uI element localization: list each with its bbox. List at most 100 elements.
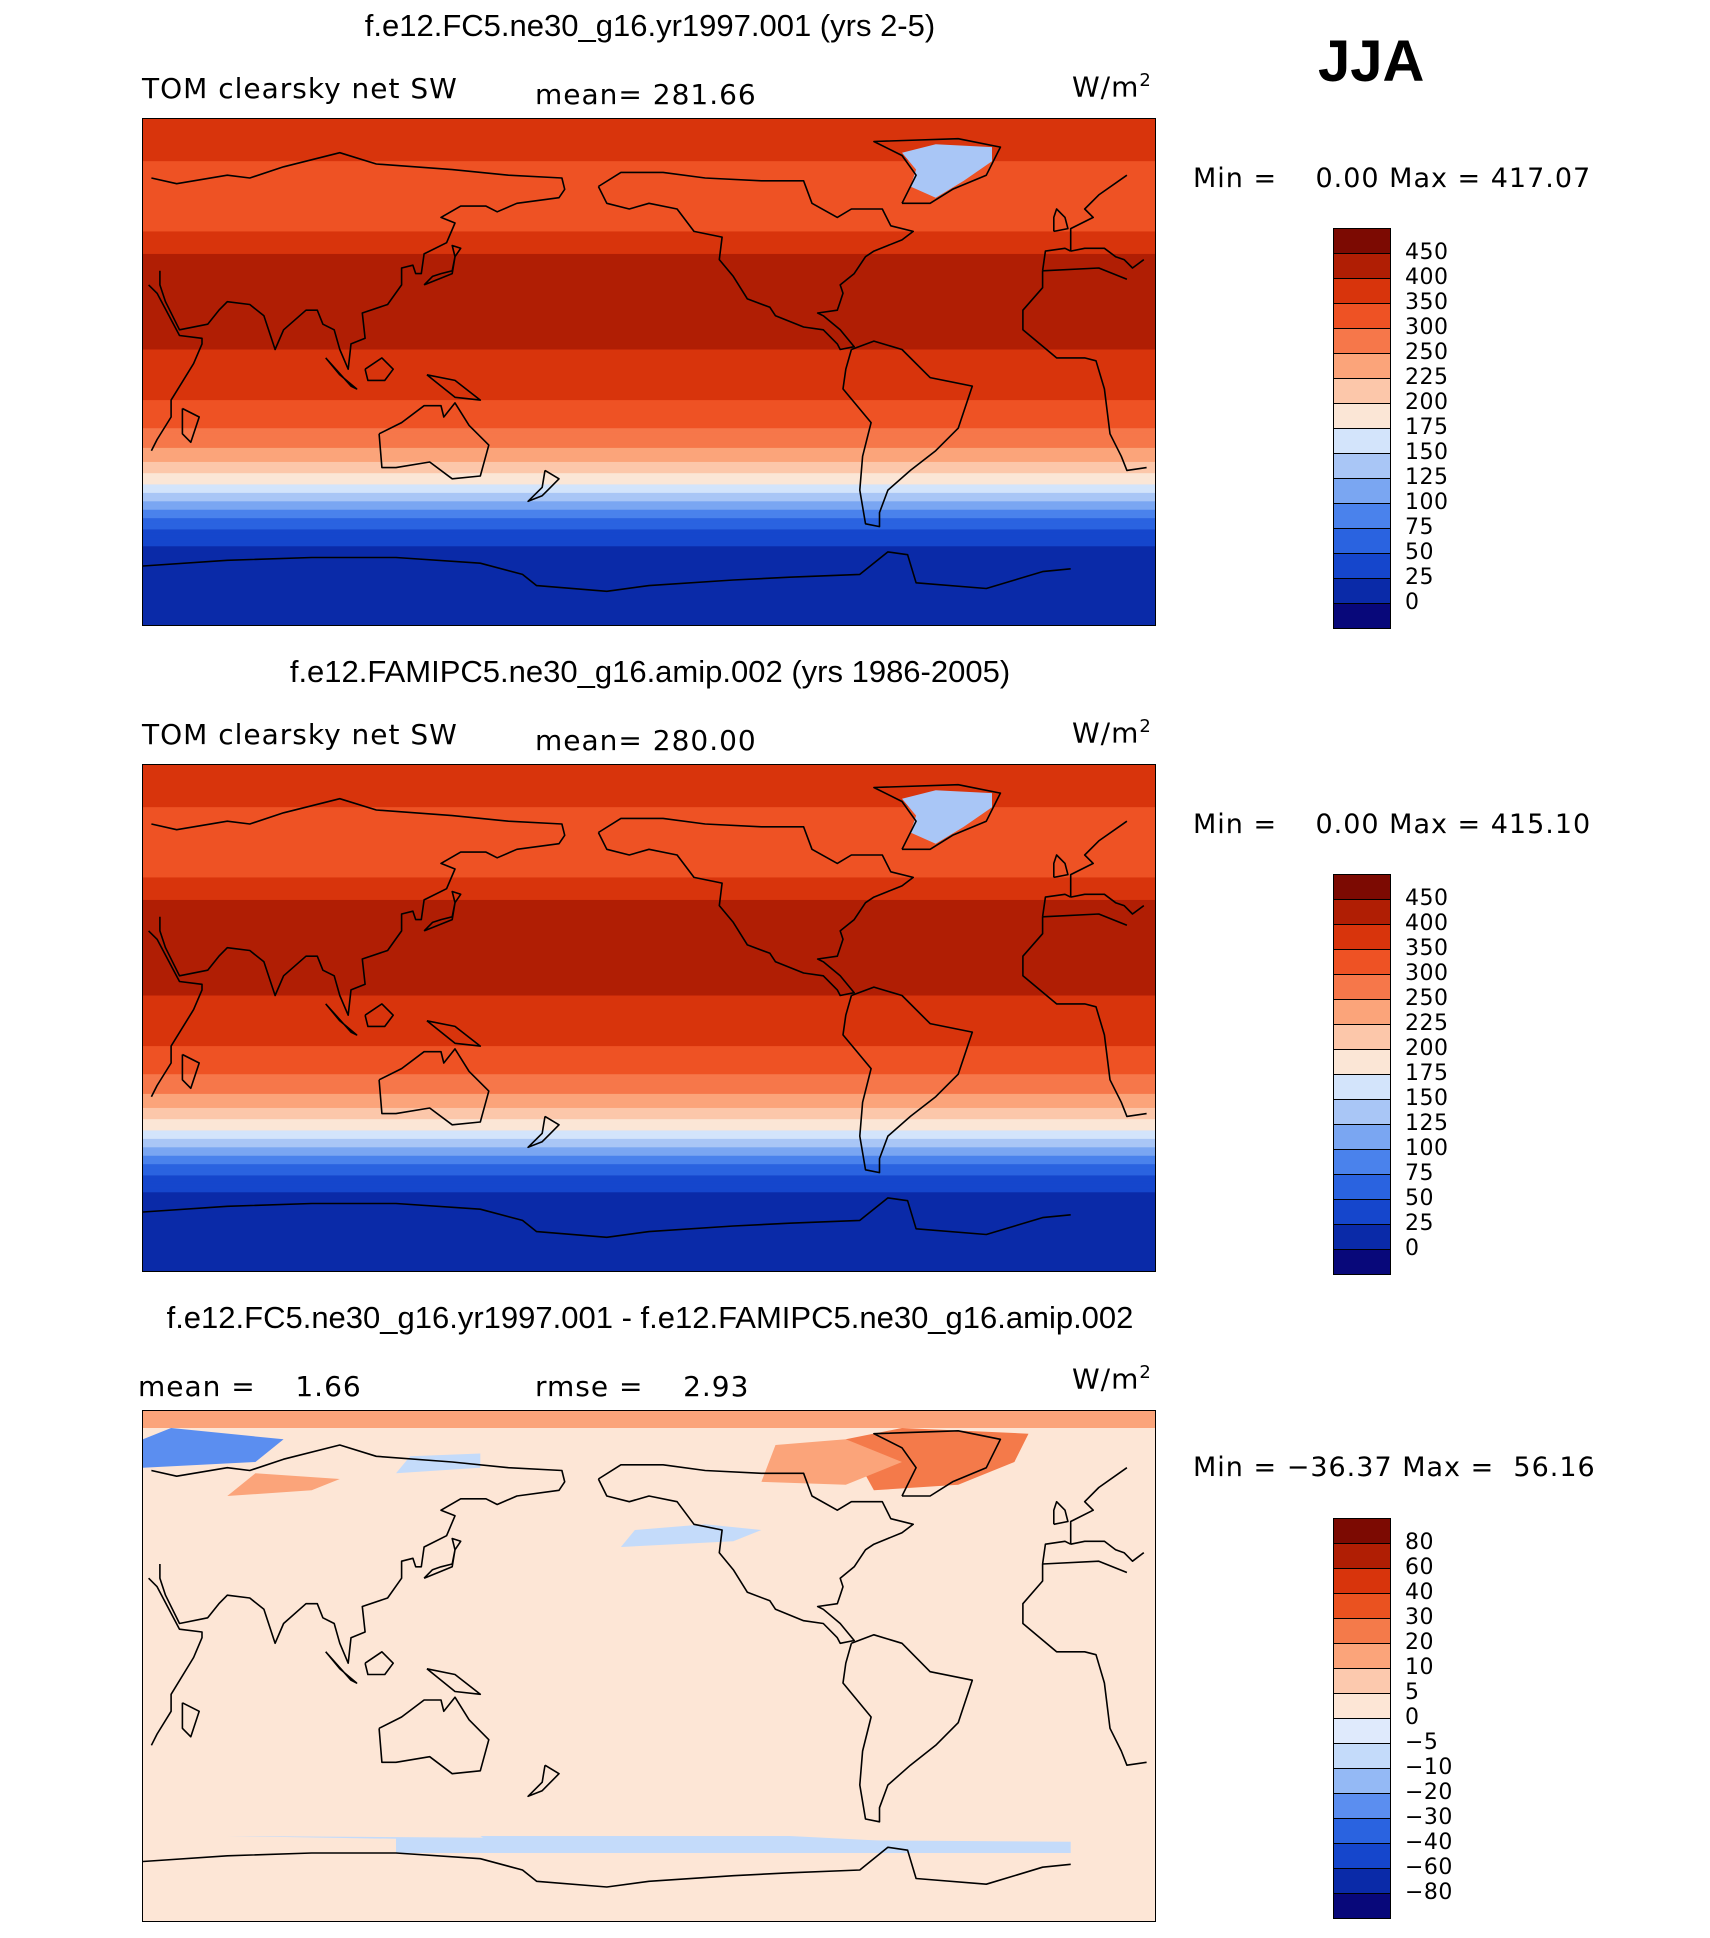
contour-band: [143, 419, 1155, 424]
contour-band: [143, 616, 1155, 620]
min-max-label: Min = 0.00 Max = 417.07: [1193, 163, 1592, 194]
colorbar-swatch: [1333, 453, 1391, 479]
contour-band: [143, 239, 1155, 244]
contour-band: [143, 1119, 1155, 1123]
contour-band: [143, 248, 1155, 252]
colorbar-swatch: [1333, 278, 1391, 304]
contour-band: [143, 888, 1155, 893]
colorbar-swatch: [1333, 1568, 1391, 1594]
season-label: JJA: [1318, 29, 1425, 94]
contour-band: [143, 352, 1155, 356]
colorbar-swatch: [1333, 899, 1391, 925]
contour-band: [143, 826, 1155, 831]
coastline: [1053, 208, 1069, 233]
panel-model: f.e12.FC5.ne30_g16.yr1997.001 (yrs 2-5) …: [0, 0, 1710, 646]
colorbar-tick-label: 75: [1405, 515, 1434, 540]
coastline: [364, 1651, 394, 1676]
colorbar-tick-label: −80: [1405, 1880, 1453, 1905]
colorbar-swatch: [1333, 1743, 1391, 1769]
colorbar-swatch: [1333, 1643, 1391, 1669]
contour-band: [143, 571, 1155, 575]
contour-band: [143, 1141, 1155, 1146]
contour-band: [143, 1020, 1155, 1025]
colorbar-tick-label: 175: [1405, 1061, 1449, 1086]
colorbar-swatch: [1333, 553, 1391, 579]
contour-band: [143, 602, 1155, 606]
contour-band: [143, 1183, 1155, 1188]
contour-band: [143, 178, 1155, 182]
contour-band: [143, 1009, 1155, 1013]
map-svg: [143, 119, 1155, 625]
colorbar-swatch: [1333, 1124, 1391, 1150]
units-label: W/m2: [1072, 70, 1152, 104]
contour-band: [143, 781, 1155, 786]
contour-band: [143, 251, 1155, 255]
contour-band: [143, 267, 1155, 272]
variable-label: TOM clearsky net SW: [142, 718, 458, 751]
colorbar-swatch: [1333, 378, 1391, 404]
colorbar-swatch: [1333, 253, 1391, 279]
contour-band: [143, 461, 1155, 466]
contour-band: [143, 1122, 1155, 1126]
contour-band: [143, 501, 1155, 505]
contour-band: [143, 1003, 1155, 1008]
contour-band: [143, 1065, 1155, 1070]
contour-band: [143, 394, 1155, 398]
colorbar-swatch: [1333, 874, 1391, 900]
contour-band: [143, 1268, 1155, 1271]
contour-band: [143, 504, 1155, 508]
colorbar-swatch: [1333, 1793, 1391, 1819]
contour-band: [143, 408, 1155, 412]
colorbar-swatch: [1333, 1199, 1391, 1225]
coastline: [143, 551, 1071, 593]
contour-band: [143, 765, 1155, 769]
colorbar-tick-label: 100: [1405, 490, 1449, 515]
coastline: [426, 374, 482, 401]
colorbar-tick-label: 150: [1405, 1086, 1449, 1111]
colorbar-swatch: [1333, 924, 1391, 950]
contour-band: [143, 1088, 1155, 1092]
panel-control: f.e12.FAMIPC5.ne30_g16.amip.002 (yrs 198…: [0, 646, 1710, 1292]
contour-band: [143, 770, 1155, 775]
contour-band: [143, 1256, 1155, 1261]
contour-band: [143, 885, 1155, 890]
colorbar-swatch: [1333, 1224, 1391, 1250]
contour-band: [143, 1240, 1155, 1244]
contour-band: [143, 298, 1155, 303]
contour-band: [143, 911, 1155, 915]
coastline: [1041, 893, 1072, 917]
contour-band: [143, 1223, 1155, 1227]
coastline: [597, 1464, 914, 1645]
contour-band: [143, 1175, 1155, 1179]
contour-band: [143, 790, 1155, 794]
contour-band: [143, 585, 1155, 590]
coastline: [423, 1537, 462, 1579]
colorbar-swatch: [1333, 1049, 1391, 1075]
contour-band: [143, 495, 1155, 500]
contour-band: [143, 321, 1155, 325]
contour-band: [143, 1071, 1155, 1075]
contour-band: [143, 554, 1155, 559]
contour-band: [143, 1155, 1155, 1160]
contour-band: [143, 899, 1155, 904]
contour-band: [143, 869, 1155, 873]
contour-band: [143, 1411, 1155, 1428]
contour-band: [143, 577, 1155, 581]
contour-band: [143, 439, 1155, 443]
contour-band: [143, 206, 1155, 210]
colorbar-swatch: [1333, 1024, 1391, 1050]
colorbar-swatch: [1333, 403, 1391, 429]
colorbar-swatch: [1333, 999, 1391, 1025]
contour-band: [143, 529, 1155, 533]
contour-band: [143, 484, 1155, 488]
contour-band: [143, 582, 1155, 587]
contour-band: [143, 473, 1155, 477]
contour-band: [143, 377, 1155, 382]
contour-band: [143, 301, 1155, 306]
contour-band: [143, 147, 1155, 151]
contour-band: [143, 1242, 1155, 1247]
contour-band: [143, 1026, 1155, 1030]
contour-band: [143, 324, 1155, 328]
contour-band: [143, 1197, 1155, 1202]
panel-title: f.e12.FC5.ne30_g16.yr1997.001 - f.e12.FA…: [166, 1300, 1134, 1335]
